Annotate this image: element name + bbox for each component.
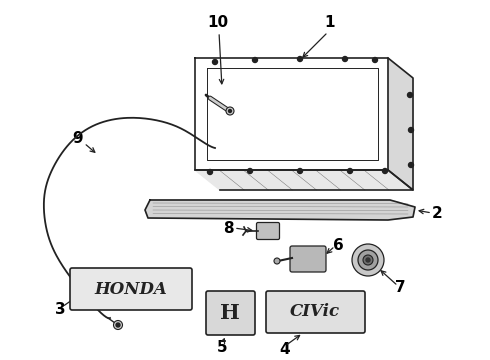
Circle shape: [358, 250, 378, 270]
Circle shape: [347, 168, 352, 174]
Polygon shape: [388, 58, 413, 190]
Circle shape: [213, 59, 218, 64]
Polygon shape: [195, 170, 413, 190]
Text: 8: 8: [222, 220, 233, 235]
Polygon shape: [145, 200, 415, 220]
Text: 10: 10: [207, 14, 228, 30]
FancyBboxPatch shape: [256, 222, 279, 239]
Circle shape: [274, 258, 280, 264]
Text: 9: 9: [73, 131, 83, 145]
Text: 3: 3: [55, 302, 65, 318]
FancyBboxPatch shape: [70, 268, 192, 310]
Circle shape: [363, 255, 373, 265]
Text: 1: 1: [325, 14, 335, 30]
FancyBboxPatch shape: [290, 246, 326, 272]
Circle shape: [409, 162, 414, 167]
Text: HONDA: HONDA: [95, 280, 168, 297]
Circle shape: [383, 168, 388, 174]
FancyBboxPatch shape: [266, 291, 365, 333]
Circle shape: [409, 127, 414, 132]
Text: 6: 6: [333, 238, 343, 252]
Text: H: H: [220, 303, 240, 323]
Circle shape: [352, 244, 384, 276]
Circle shape: [252, 58, 258, 63]
Circle shape: [114, 320, 122, 329]
Text: 7: 7: [394, 280, 405, 296]
Circle shape: [343, 57, 347, 62]
Circle shape: [366, 258, 370, 262]
Text: 2: 2: [432, 206, 442, 220]
Circle shape: [297, 168, 302, 174]
Circle shape: [226, 107, 234, 115]
Circle shape: [372, 58, 377, 63]
Circle shape: [207, 170, 213, 175]
Circle shape: [247, 168, 252, 174]
FancyBboxPatch shape: [206, 291, 255, 335]
Circle shape: [297, 57, 302, 62]
Text: 5: 5: [217, 341, 227, 356]
Text: 4: 4: [280, 342, 290, 357]
Circle shape: [116, 323, 120, 327]
Circle shape: [408, 93, 413, 98]
Circle shape: [228, 109, 231, 113]
Text: CIVic: CIVic: [290, 303, 340, 320]
